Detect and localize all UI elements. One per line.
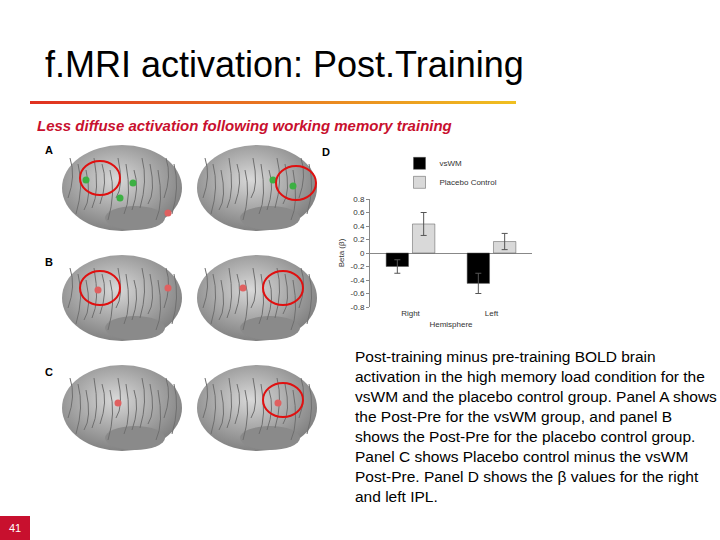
html-text:D: D (322, 146, 330, 158)
svg-text:B: B (45, 256, 53, 268)
html-text:f.MRI activation: Post.Trainin: f.MRI activation: Post.Training (45, 44, 524, 85)
svg-text:-0.6: -0.6 (351, 289, 365, 298)
html-text:Less diffuse activation follow: Less diffuse activation following workin… (37, 117, 452, 134)
svg-text:A: A (45, 144, 53, 156)
svg-text:0.2: 0.2 (353, 235, 365, 244)
html-text:41: 41 (8, 522, 22, 534)
svg-text:Placebo Control: Placebo Control (440, 178, 497, 187)
svg-text:0.6: 0.6 (353, 208, 365, 217)
svg-text:0: 0 (360, 249, 365, 258)
svg-text:-0.4: -0.4 (351, 276, 365, 285)
svg-text:Right: Right (401, 309, 420, 318)
svg-text:0.4: 0.4 (353, 222, 365, 231)
svg-text:Hemisphere: Hemisphere (429, 320, 473, 329)
svg-text:-0.2: -0.2 (351, 262, 365, 271)
svg-text:C: C (45, 366, 53, 378)
svg-text:Left: Left (485, 309, 499, 318)
html-text:Post-training minus pre-traini: Post-training minus pre-training BOLD br… (355, 348, 717, 505)
svg-text:Beta (β): Beta (β) (337, 238, 346, 267)
svg-text:-0.8: -0.8 (351, 303, 365, 312)
svg-text:0.8: 0.8 (353, 195, 365, 204)
svg-text:vsWM: vsWM (440, 159, 463, 168)
